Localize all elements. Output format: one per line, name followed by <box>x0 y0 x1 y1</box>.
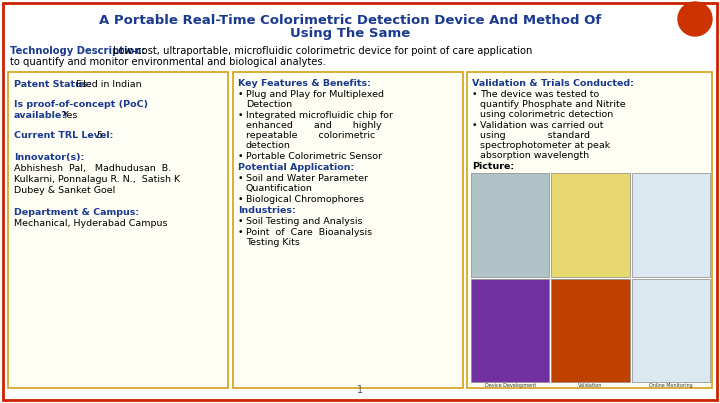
Text: Biological Chromophores: Biological Chromophores <box>246 195 364 204</box>
Text: Quantification: Quantification <box>246 184 313 193</box>
Text: to quantify and monitor environmental and biological analytes.: to quantify and monitor environmental an… <box>10 57 326 67</box>
Text: Current TRL Level:: Current TRL Level: <box>14 131 113 140</box>
Text: •: • <box>238 152 243 161</box>
Text: •: • <box>472 90 477 99</box>
Text: Detection: Detection <box>246 100 292 109</box>
Circle shape <box>687 11 703 27</box>
Text: Picture:: Picture: <box>472 162 514 171</box>
Text: Key Features & Benefits:: Key Features & Benefits: <box>238 79 371 88</box>
Text: Innovator(s):: Innovator(s): <box>14 153 84 162</box>
Circle shape <box>680 4 710 34</box>
Text: using colorimetric detection: using colorimetric detection <box>480 110 613 119</box>
Text: Abhishesh  Pal,   Madhudusan  B.: Abhishesh Pal, Madhudusan B. <box>14 164 171 173</box>
Text: enhanced       and       highly: enhanced and highly <box>246 121 382 130</box>
Text: The device was tested to: The device was tested to <box>480 90 599 99</box>
Text: quantify Phosphate and Nitrite: quantify Phosphate and Nitrite <box>480 100 626 109</box>
Text: •: • <box>238 111 243 120</box>
Text: Validation: Validation <box>578 383 603 388</box>
Bar <box>471 173 549 276</box>
Text: •: • <box>238 90 243 99</box>
Circle shape <box>678 2 712 36</box>
Bar <box>467 72 712 388</box>
Text: Device Development: Device Development <box>485 383 536 388</box>
Text: •: • <box>238 228 243 237</box>
Text: Integrated microfluidic chip for: Integrated microfluidic chip for <box>246 111 393 120</box>
Bar <box>631 173 710 276</box>
Text: absorption wavelength: absorption wavelength <box>480 151 589 160</box>
Text: Filed in Indian: Filed in Indian <box>76 80 142 89</box>
Text: A Portable Real-Time Colorimetric Detection Device And Method Of: A Portable Real-Time Colorimetric Detect… <box>99 14 601 27</box>
Text: Point  of  Care  Bioanalysis: Point of Care Bioanalysis <box>246 228 372 237</box>
Text: Testing Kits: Testing Kits <box>246 238 300 247</box>
Text: Mechanical, Hyderabad Campus: Mechanical, Hyderabad Campus <box>14 219 168 228</box>
Text: 1: 1 <box>357 385 363 395</box>
Text: •: • <box>238 174 243 183</box>
Text: Validation was carried out: Validation was carried out <box>480 121 603 130</box>
Bar <box>552 278 630 382</box>
Text: Low-cost, ultraportable, microfluidic colorimetric device for point of care appl: Low-cost, ultraportable, microfluidic co… <box>113 46 532 56</box>
Text: Online Monitoring: Online Monitoring <box>649 383 693 388</box>
Text: spectrophotometer at peak: spectrophotometer at peak <box>480 141 611 150</box>
Text: using              standard: using standard <box>480 131 590 140</box>
Bar <box>631 278 710 382</box>
Text: •: • <box>238 217 243 226</box>
Text: •: • <box>472 121 477 130</box>
Text: Dubey & Sanket Goel: Dubey & Sanket Goel <box>14 186 115 195</box>
Text: Potential Application:: Potential Application: <box>238 163 354 172</box>
Text: Is proof-of-concept (PoC): Is proof-of-concept (PoC) <box>14 100 148 109</box>
Text: 5: 5 <box>96 131 102 140</box>
Text: BITS
Pilani: BITS Pilani <box>689 15 701 23</box>
Text: Yes: Yes <box>62 111 77 120</box>
Text: Plug and Play for Multiplexed: Plug and Play for Multiplexed <box>246 90 384 99</box>
Bar <box>8 72 228 388</box>
Text: •: • <box>238 195 243 204</box>
Circle shape <box>683 7 707 31</box>
Text: Patent Status:: Patent Status: <box>14 80 91 89</box>
Bar <box>233 72 463 388</box>
Text: Soil Testing and Analysis: Soil Testing and Analysis <box>246 217 362 226</box>
Bar <box>471 278 549 382</box>
Text: Using The Same: Using The Same <box>290 27 410 40</box>
Text: repeatable       colorimetric: repeatable colorimetric <box>246 131 375 140</box>
Text: Department & Campus:: Department & Campus: <box>14 208 139 217</box>
Text: Industries:: Industries: <box>238 206 296 215</box>
Text: Portable Colorimetric Sensor: Portable Colorimetric Sensor <box>246 152 382 161</box>
Bar <box>552 173 630 276</box>
Text: Kulkarni, Ponnalagu R. N.,  Satish K: Kulkarni, Ponnalagu R. N., Satish K <box>14 175 180 184</box>
Text: Soil and Water Parameter: Soil and Water Parameter <box>246 174 368 183</box>
Text: detection: detection <box>246 141 291 150</box>
Text: Technology Description:: Technology Description: <box>10 46 145 56</box>
Text: Validation & Trials Conducted:: Validation & Trials Conducted: <box>472 79 634 88</box>
Text: available?: available? <box>14 111 68 120</box>
